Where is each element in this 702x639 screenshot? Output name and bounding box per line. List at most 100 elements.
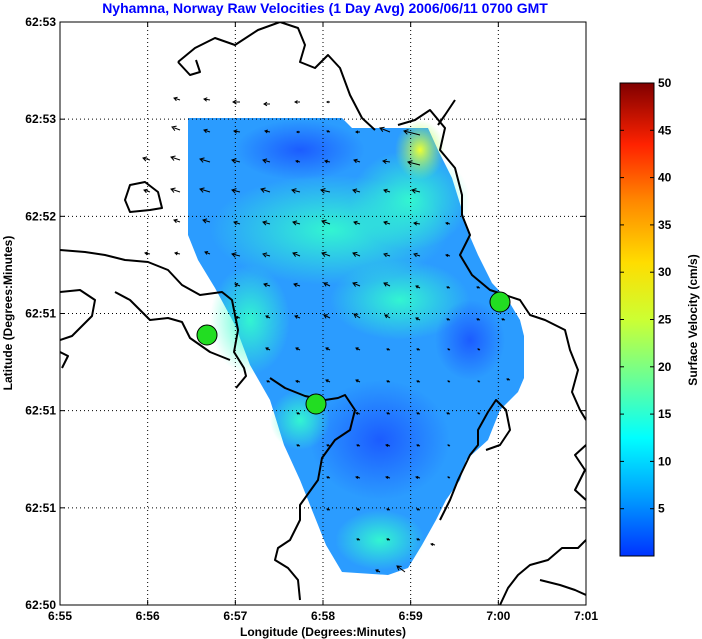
velocity-arrow — [386, 412, 391, 415]
velocity-arrow — [296, 412, 301, 415]
colorbar-tick-label: 50 — [658, 76, 672, 90]
velocity-arrow — [383, 252, 391, 258]
velocity-arrow — [385, 475, 391, 480]
velocity-arrow — [202, 218, 211, 224]
colorbar-tick-label: 35 — [658, 218, 672, 232]
velocity-arrow — [355, 379, 361, 383]
y-axis-label: Latitude (Degrees:Minutes) — [1, 236, 15, 391]
velocity-arrow — [323, 282, 331, 287]
velocity-arrow — [355, 475, 361, 480]
velocity-arrow — [173, 96, 181, 102]
velocity-arrow — [292, 251, 301, 257]
velocity-arrow — [296, 444, 301, 447]
y-tick-label: 62:52 — [25, 209, 56, 223]
velocity-arrow — [413, 252, 421, 258]
velocity-arrow — [291, 188, 301, 194]
radar-stations — [196, 291, 511, 415]
velocity-arrow — [416, 538, 421, 541]
velocity-arrow — [355, 130, 360, 134]
velocity-arrow — [265, 347, 271, 351]
velocity-arrow — [295, 347, 301, 351]
velocity-arrow — [232, 99, 240, 105]
velocity-arrow — [203, 97, 211, 102]
velocity-arrow — [356, 508, 361, 511]
velocity-arrow — [324, 159, 331, 164]
velocity-arrow — [447, 476, 451, 479]
velocity-arrow — [477, 412, 481, 415]
colorbar-gradient — [619, 82, 655, 557]
velocity-arrow — [199, 157, 211, 163]
velocity-arrow — [295, 379, 301, 384]
y-tick-label: 62:51 — [25, 307, 56, 321]
velocity-arrow — [352, 281, 361, 287]
station-marker — [196, 324, 218, 346]
velocity-arrow — [353, 220, 361, 226]
velocity-arrow — [143, 188, 151, 194]
x-axis: 6:55 6:56 6:57 6:58 6:59 7:00 7:01 — [48, 22, 598, 623]
velocity-arrow — [413, 221, 421, 226]
y-tick-label: 62:53 — [25, 15, 56, 29]
velocity-arrow — [445, 221, 451, 226]
station-marker — [305, 393, 327, 415]
velocity-arrow — [416, 508, 421, 511]
colorbar-ticks: 5 10 15 20 25 30 35 40 45 50 — [620, 76, 672, 516]
velocity-arrow — [386, 380, 391, 383]
velocity-arrow — [447, 444, 451, 447]
colorbar-tick-label: 5 — [658, 502, 665, 516]
velocity-arrow — [260, 187, 271, 193]
velocity-arrow — [446, 318, 451, 321]
velocity-arrow — [294, 315, 301, 319]
velocity-arrow — [379, 126, 391, 133]
velocity-arrow — [353, 158, 361, 164]
velocity-arrow — [174, 251, 181, 256]
velocity-shading — [210, 120, 505, 570]
velocity-arrow — [355, 347, 361, 351]
velocity-arrow — [199, 187, 211, 193]
velocity-arrow — [326, 476, 331, 479]
x-tick-label: 6:58 — [311, 609, 335, 623]
velocity-arrow — [326, 444, 331, 447]
y-tick-label: 62:50 — [25, 598, 56, 612]
velocity-arrow — [384, 314, 391, 319]
y-axis: 62:50 62:51 62:51 62:51 62:52 62:53 62:53 — [25, 15, 586, 612]
velocity-arrow — [262, 158, 271, 164]
velocity-arrow — [411, 188, 421, 194]
velocity-arrow — [416, 444, 421, 447]
velocity-arrow — [263, 101, 270, 107]
velocity-arrow — [353, 313, 361, 319]
velocity-arrow — [292, 220, 301, 226]
velocity-arrow — [231, 158, 241, 164]
velocity-arrow — [386, 348, 391, 351]
velocity-arrow — [445, 253, 451, 258]
velocity-arrow — [415, 475, 421, 480]
velocity-arrow — [356, 444, 361, 447]
velocity-arrow — [234, 283, 241, 287]
velocity-arrow — [265, 315, 271, 319]
velocity-arrow — [416, 412, 421, 415]
colorbar-tick-label: 25 — [658, 313, 672, 327]
velocity-arrow — [320, 188, 331, 194]
velocity-arrow — [476, 318, 481, 321]
x-axis-label: Longitude (Degrees:Minutes) — [240, 625, 406, 639]
colorbar-tick-label: 10 — [658, 454, 672, 468]
velocity-arrow — [477, 380, 481, 383]
velocity-arrow — [385, 443, 391, 448]
velocity-arrow — [407, 160, 421, 166]
velocity-arrow — [396, 565, 406, 573]
x-tick-label: 7:01 — [574, 609, 598, 623]
velocity-arrow — [355, 411, 361, 416]
colorbar-tick-label: 45 — [658, 123, 672, 137]
velocity-arrow — [204, 251, 211, 255]
velocity-arrow — [296, 130, 300, 134]
velocity-arrow — [295, 159, 301, 164]
velocity-arrow — [326, 130, 331, 133]
y-tick-label: 62:51 — [25, 501, 56, 515]
velocity-arrow — [233, 129, 241, 134]
velocity-arrow — [323, 314, 331, 319]
x-tick-label: 6:59 — [399, 609, 423, 623]
velocity-arrow — [262, 252, 271, 258]
velocity-arrow — [446, 286, 451, 289]
velocity-arrow — [321, 219, 331, 225]
velocity-arrow — [264, 129, 271, 134]
x-tick-label: 6:55 — [48, 609, 72, 623]
